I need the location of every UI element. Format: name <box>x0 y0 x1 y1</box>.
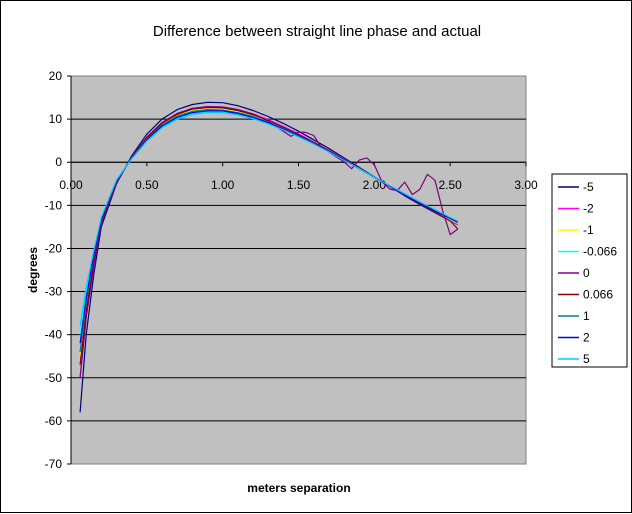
series-line-8 <box>79 112 459 327</box>
y-tick-label-7: -50 <box>45 371 63 385</box>
legend-label-2: -1 <box>583 223 594 237</box>
y-axis-label: degrees <box>26 247 40 293</box>
y-tick-label-3: -10 <box>45 198 63 212</box>
x-tick-label-4: 2.00 <box>363 178 387 192</box>
axes <box>67 75 527 465</box>
x-tick-label-3: 1.50 <box>287 178 311 192</box>
legend-items: -5 -2 -1 -0.066 0 0.066 1 2 5 <box>558 180 617 366</box>
x-axis-label: meters separation <box>247 481 350 495</box>
y-tick-label-5: -30 <box>45 285 63 299</box>
legend-label-4: 0 <box>583 266 590 280</box>
y-tick-label-9: -70 <box>45 457 63 471</box>
y-tick-labels: 20 10 0 -10 -20 -30 -40 -50 -60 -70 <box>45 69 63 471</box>
x-tick-label-1: 0.50 <box>135 178 159 192</box>
y-tick-label-8: -60 <box>45 414 63 428</box>
y-tick-label-2: 0 <box>55 155 62 169</box>
legend-label-6: 1 <box>583 309 590 323</box>
chart-title: Difference between straight line phase a… <box>153 23 481 40</box>
x-tick-label-0: 0.00 <box>59 178 83 192</box>
legend-label-3: -0.066 <box>583 245 617 259</box>
legend-label-0: -5 <box>583 180 594 194</box>
y-tick-label-6: -40 <box>45 328 63 342</box>
x-tick-labels: 0.00 0.50 1.00 1.50 2.00 2.50 3.00 <box>59 178 538 192</box>
x-tick-label-5: 2.50 <box>438 178 462 192</box>
legend-box <box>551 173 628 368</box>
series-line-4 <box>79 106 459 378</box>
legend-label-7: 2 <box>583 331 590 345</box>
legend-label-8: 5 <box>583 352 590 366</box>
legend-label-1: -2 <box>583 202 594 216</box>
x-tick-label-2: 1.00 <box>211 178 235 192</box>
y-tick-label-1: 10 <box>49 112 63 126</box>
y-tick-label-0: 20 <box>49 69 63 83</box>
series-lines <box>79 101 459 413</box>
y-tick-label-4: -20 <box>45 241 63 255</box>
x-tick-label-6: 3.00 <box>514 178 538 192</box>
legend-label-5: 0.066 <box>583 288 613 302</box>
legend: -5 -2 -1 -0.066 0 0.066 1 2 5 <box>551 173 628 368</box>
